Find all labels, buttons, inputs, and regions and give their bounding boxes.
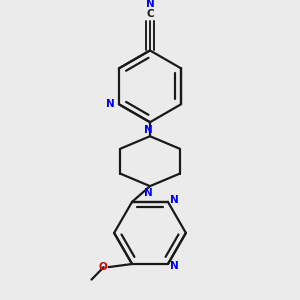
Text: C: C (146, 9, 154, 19)
Text: O: O (98, 262, 107, 272)
Text: N: N (144, 188, 153, 198)
Text: N: N (170, 261, 179, 271)
Text: N: N (106, 99, 115, 109)
Text: N: N (144, 125, 153, 135)
Text: N: N (146, 0, 154, 9)
Text: N: N (170, 195, 179, 205)
